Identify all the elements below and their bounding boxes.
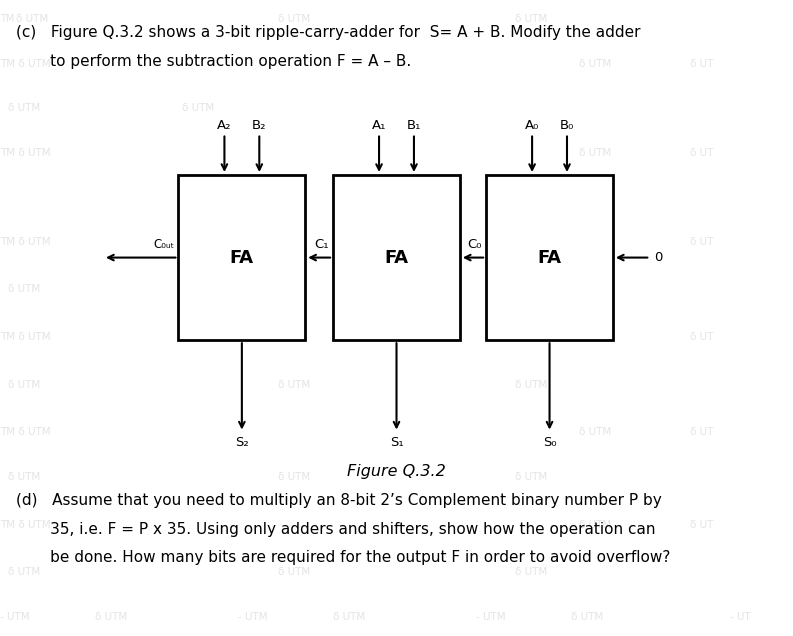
Text: A₀: A₀	[525, 119, 539, 132]
Text: δ UTM: δ UTM	[8, 284, 40, 294]
Text: δ UTM: δ UTM	[182, 192, 215, 202]
Text: - UTM: - UTM	[238, 612, 267, 622]
Text: A₁: A₁	[372, 119, 386, 132]
Text: S₀: S₀	[542, 436, 557, 448]
Text: δ UTM: δ UTM	[8, 567, 40, 577]
Text: δ UTM: δ UTM	[8, 472, 40, 482]
Text: δ UT: δ UT	[690, 237, 713, 247]
Text: FA: FA	[538, 249, 561, 266]
Text: to perform the subtraction operation F = A – B.: to perform the subtraction operation F =…	[16, 54, 411, 69]
Text: S₂: S₂	[235, 436, 249, 448]
Text: δ UT: δ UT	[690, 332, 713, 342]
Bar	[178, 175, 305, 340]
Text: be done. How many bits are required for the output F in order to avoid overflow?: be done. How many bits are required for …	[16, 550, 670, 565]
Text: 35, i.e. F = P x 35. Using only adders and shifters, show how the operation can: 35, i.e. F = P x 35. Using only adders a…	[16, 522, 655, 537]
Text: δ UTM: δ UTM	[579, 237, 611, 247]
Text: δ UTM: δ UTM	[515, 14, 548, 24]
Text: TM δ UTM: TM δ UTM	[0, 237, 51, 247]
Text: C₁: C₁	[315, 238, 329, 251]
Text: C₀ᵤₜ: C₀ᵤₜ	[153, 238, 174, 251]
Text: A₂: A₂	[217, 119, 232, 132]
Text: (d)   Assume that you need to multiply an 8-bit 2’s Complement binary number P b: (d) Assume that you need to multiply an …	[16, 493, 661, 508]
Text: FA: FA	[230, 249, 254, 266]
Text: δ UTM: δ UTM	[579, 427, 611, 438]
Text: - UTM: - UTM	[476, 612, 505, 622]
Text: δ UT: δ UT	[690, 59, 713, 69]
Text: TM δ UTM: TM δ UTM	[0, 427, 51, 438]
Text: TM δ UTM: TM δ UTM	[0, 148, 51, 158]
Text: δ UTM: δ UTM	[278, 14, 310, 24]
Text: (c)   Figure Q.3.2 shows a 3-bit ripple-carry-adder for  S= A + B. Modify the ad: (c) Figure Q.3.2 shows a 3-bit ripple-ca…	[16, 25, 641, 41]
Text: - UT: - UT	[730, 612, 750, 622]
Text: δ UTM: δ UTM	[579, 148, 611, 158]
Bar	[333, 175, 460, 340]
Text: δ UTM: δ UTM	[515, 567, 548, 577]
Text: 0: 0	[654, 251, 663, 264]
Text: TM δ UTM: TM δ UTM	[0, 332, 51, 342]
Text: δ UT: δ UT	[690, 427, 713, 438]
Text: δ UTM: δ UTM	[333, 612, 366, 622]
Text: δ UTM: δ UTM	[95, 612, 128, 622]
Text: TM δ UTM: TM δ UTM	[0, 520, 51, 530]
Bar	[486, 175, 613, 340]
Text: TM: TM	[0, 14, 14, 24]
Text: C₀: C₀	[468, 238, 482, 251]
Text: δ UTM: δ UTM	[571, 612, 603, 622]
Text: δ UTM: δ UTM	[579, 59, 611, 69]
Text: δ UTM: δ UTM	[278, 567, 310, 577]
Text: S₁: S₁	[389, 436, 404, 448]
Text: δ UTM: δ UTM	[278, 380, 310, 390]
Text: B₂: B₂	[252, 119, 266, 132]
Text: δ UTM: δ UTM	[579, 520, 611, 530]
Text: δ UTM: δ UTM	[16, 14, 48, 24]
Text: B₁: B₁	[407, 119, 421, 132]
Text: - UTM: - UTM	[0, 612, 29, 622]
Text: TM δ UTM: TM δ UTM	[0, 59, 51, 69]
Text: Figure Q.3.2: Figure Q.3.2	[347, 464, 446, 480]
Text: FA: FA	[385, 249, 408, 266]
Text: δ UTM: δ UTM	[579, 332, 611, 342]
Text: δ UTM: δ UTM	[182, 103, 215, 113]
Text: δ UTM: δ UTM	[8, 380, 40, 390]
Text: δ UTM: δ UTM	[278, 472, 310, 482]
Text: δ UT: δ UT	[690, 520, 713, 530]
Text: δ UTM: δ UTM	[515, 380, 548, 390]
Text: δ UTM: δ UTM	[8, 103, 40, 113]
Text: δ UT: δ UT	[690, 148, 713, 158]
Text: δ UTM: δ UTM	[515, 472, 548, 482]
Text: B₀: B₀	[560, 119, 574, 132]
